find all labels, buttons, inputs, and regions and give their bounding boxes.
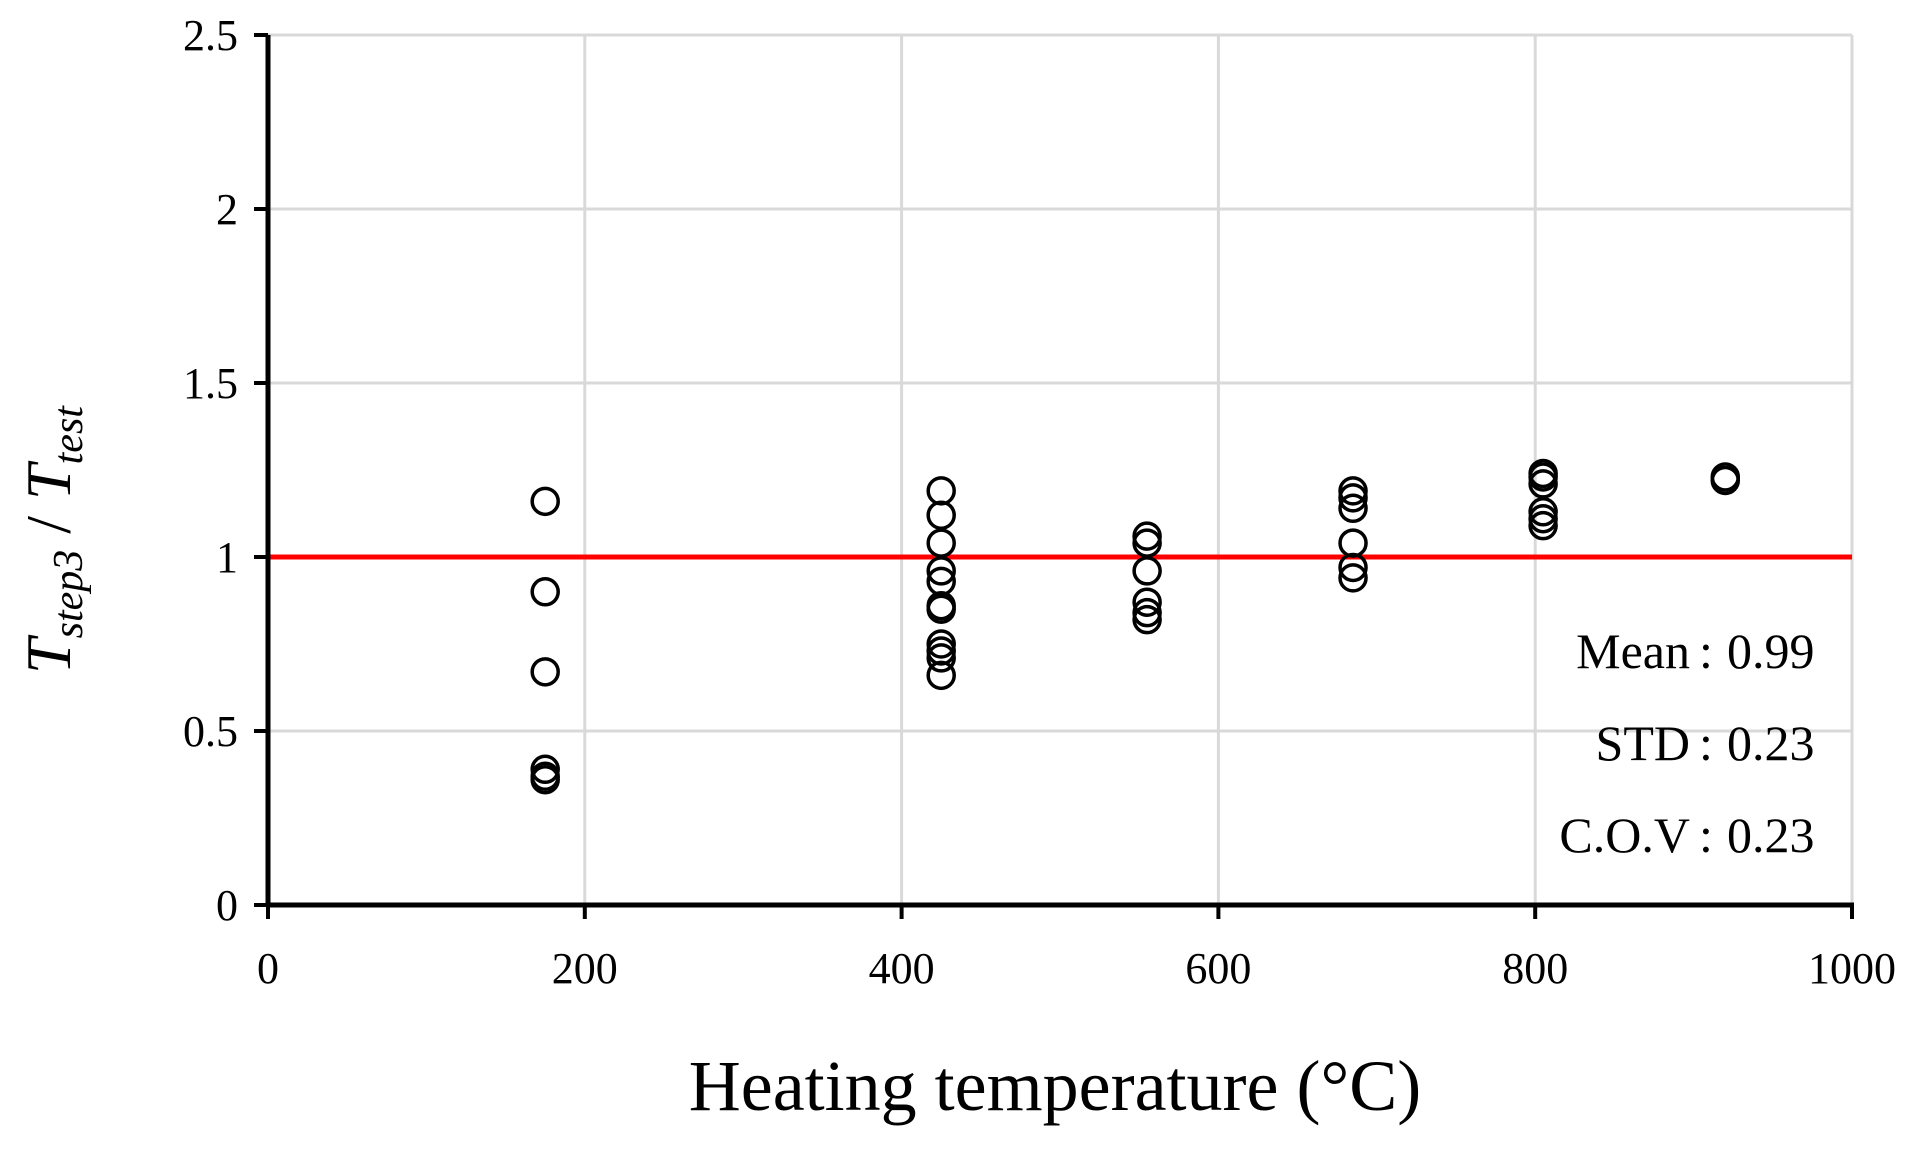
data-point-0-0 <box>530 486 560 517</box>
data-point-0-12 <box>926 594 956 624</box>
x-axis-label: Heating temperature (°C) <box>689 1046 1421 1126</box>
y-tick-label-0.5: 0.5 <box>183 707 238 756</box>
stat-label-2: C.O.V <box>1559 807 1690 863</box>
x-tick-label-0: 0 <box>257 944 279 993</box>
axes <box>254 33 1854 919</box>
y-label-separator: / <box>13 500 84 550</box>
data-point-0-19 <box>1132 556 1162 586</box>
y-tick-label-2.5: 2.5 <box>183 11 238 60</box>
x-tick-labels: 0 200 400 600 800 1000 <box>257 944 1896 993</box>
data-point-0-8 <box>926 528 956 558</box>
stat-label-1: STD <box>1596 715 1690 771</box>
stat-value-0: 0.99 <box>1727 623 1815 679</box>
y-tick-label-1: 1 <box>216 533 238 582</box>
data-point-0-28 <box>1338 563 1368 593</box>
y-tick-labels: 0 0.5 1 1.5 2 2.5 <box>183 11 238 930</box>
y-axis-label: Tstep3 / Ttest <box>13 405 92 674</box>
data-point-0-20 <box>1132 587 1162 617</box>
data-point-0-2 <box>530 657 560 687</box>
x-tick-label-1000: 1000 <box>1808 944 1896 993</box>
data-point-0-27 <box>1338 552 1368 583</box>
stat-separator-1: : <box>1699 715 1713 771</box>
grid <box>268 33 1854 905</box>
data-point-0-6 <box>926 476 956 506</box>
x-tick-label-600: 600 <box>1185 944 1251 993</box>
y-tick-label-1.5: 1.5 <box>183 359 238 408</box>
data-point-0-7 <box>926 500 956 530</box>
x-tick-label-400: 400 <box>869 944 935 993</box>
stat-value-2: 0.23 <box>1727 807 1815 863</box>
data-point-0-9 <box>926 556 956 586</box>
data-point-0-36 <box>1710 465 1741 496</box>
data-point-0-1 <box>530 577 560 607</box>
data-point-0-25 <box>1338 493 1368 524</box>
data-point-0-15 <box>926 643 956 673</box>
y-tick-label-0: 0 <box>216 881 238 930</box>
stat-value-1: 0.23 <box>1727 715 1815 771</box>
x-tick-label-200: 200 <box>552 944 618 993</box>
x-tick-label-800: 800 <box>1502 944 1568 993</box>
y-label-denominator-sub: test <box>46 405 92 465</box>
data-point-0-18 <box>1132 528 1162 558</box>
data-point-0-16 <box>926 660 956 691</box>
y-label-denominator-main: T <box>13 460 84 500</box>
y-tick-label-2: 2 <box>216 185 238 234</box>
data-point-0-31 <box>1528 469 1558 499</box>
stat-label-0: Mean <box>1576 623 1690 679</box>
data-points <box>530 458 1741 795</box>
data-point-0-22 <box>1132 604 1162 635</box>
data-point-0-24 <box>1338 483 1368 513</box>
y-label-numerator-sub: step3 <box>46 550 92 639</box>
data-point-0-5 <box>530 764 560 795</box>
stat-separator-2: : <box>1699 807 1713 863</box>
data-point-0-26 <box>1338 528 1368 558</box>
y-label-main: T <box>13 634 84 674</box>
data-point-0-34 <box>1528 510 1558 541</box>
stat-separator-0: : <box>1699 623 1713 679</box>
